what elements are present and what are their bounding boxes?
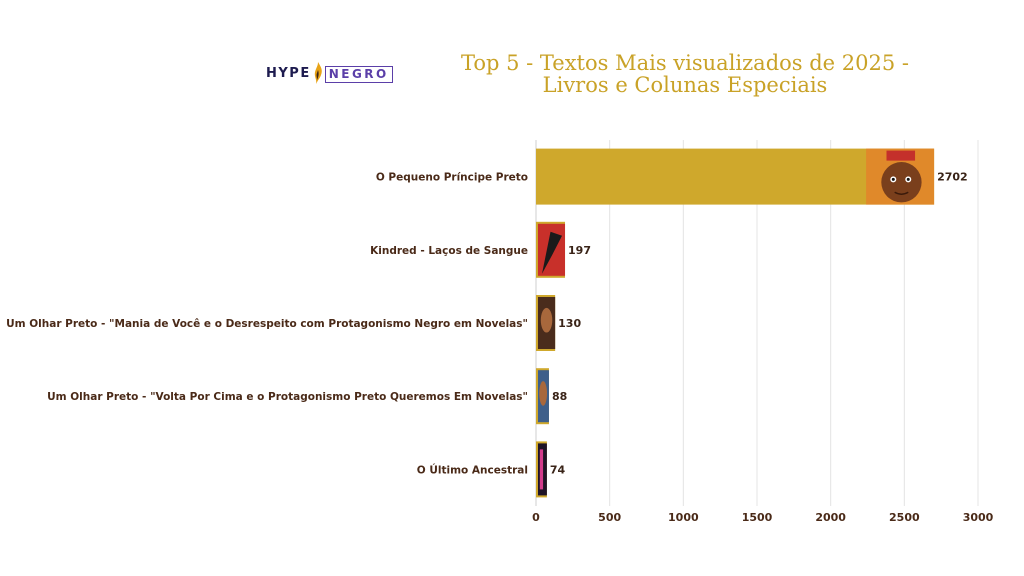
title-line-2: Livros e Colunas Especiais: [542, 73, 828, 97]
data-label: 197: [568, 244, 591, 257]
pupil-icon: [891, 177, 895, 181]
bar-group: [536, 441, 547, 498]
data-label: 88: [552, 390, 567, 403]
pupil-icon: [906, 177, 910, 181]
category-label: Kindred - Laços de Sangue: [370, 245, 528, 257]
category-label: Um Olhar Preto - "Volta Por Cima e o Pro…: [47, 391, 528, 403]
mouth-icon: [894, 191, 909, 195]
category-label: O Pequeno Príncipe Preto: [376, 172, 528, 184]
data-label: 130: [558, 317, 581, 330]
chart-title: Top 5 - Textos Mais visualizados de 2025…: [430, 52, 940, 96]
x-tick-label: 1000: [668, 511, 699, 524]
bar-group: [536, 295, 556, 351]
x-tick-label: 500: [598, 511, 621, 524]
x-tick-label: 0: [532, 511, 540, 524]
bar-group: [536, 368, 549, 425]
portrait-icon: [539, 381, 548, 406]
logo-text-hype: HYPE: [266, 65, 311, 81]
bar-group: [536, 221, 566, 278]
figure-icon: [539, 449, 544, 490]
title-line-1: Top 5 - Textos Mais visualizados de 2025…: [460, 51, 910, 75]
x-tick-label: 2000: [815, 511, 846, 524]
hype-negro-logo: HYPE NEGRO: [266, 60, 393, 86]
hand-icon: [542, 231, 563, 274]
x-tick-label: 1500: [742, 511, 773, 524]
data-label: 74: [550, 463, 566, 476]
data-label: 2702: [937, 171, 968, 184]
x-tick-label: 3000: [963, 511, 994, 524]
x-tick-label: 2500: [889, 511, 920, 524]
logo-text-negro: NEGRO: [324, 65, 393, 83]
flame-icon: [314, 62, 322, 84]
category-label: O Último Ancestral: [417, 463, 528, 476]
crown-icon: [886, 150, 916, 161]
face-icon: [881, 162, 922, 203]
bar-group: [536, 148, 935, 205]
portrait-icon: [540, 307, 553, 333]
category-label: Um Olhar Preto - "Mania de Você e o Desr…: [6, 318, 528, 330]
